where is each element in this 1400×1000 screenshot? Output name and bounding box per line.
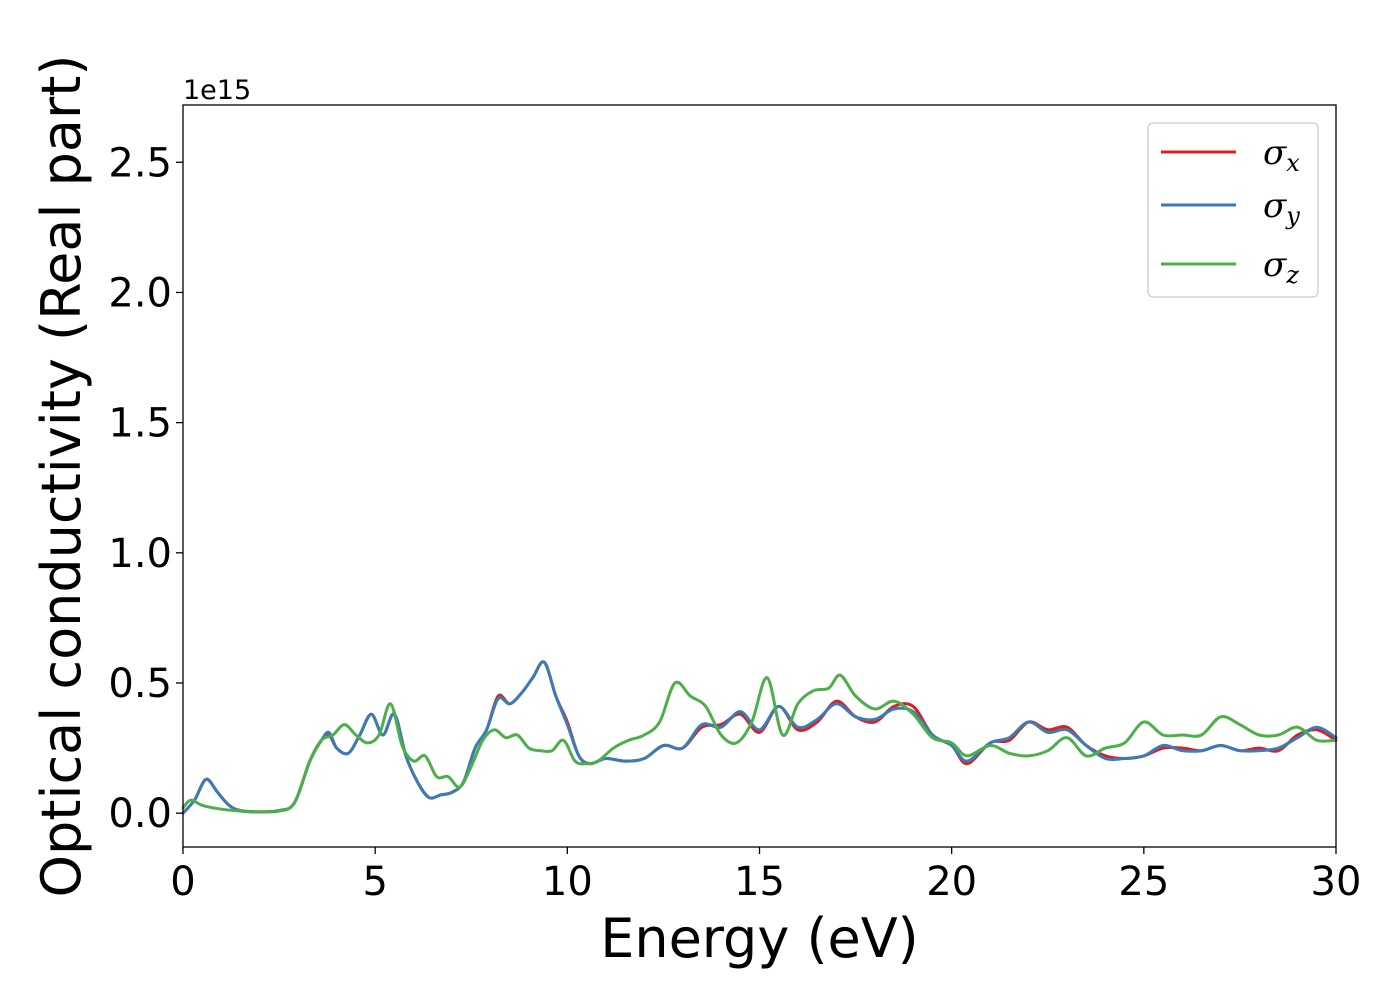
y-axis-ticks: 0.0 0.5 1.0 1.5 2.0 2.5 xyxy=(108,140,183,837)
y-tick-label: 1.0 xyxy=(108,531,172,577)
x-axis-ticks: 0 5 10 15 20 25 30 xyxy=(170,847,1361,905)
y-tick-label: 2.0 xyxy=(108,270,172,316)
x-tick-label: 0 xyxy=(170,859,195,905)
y-offset-label: 1e15 xyxy=(183,75,251,106)
x-tick-label: 5 xyxy=(362,859,387,905)
x-axis-title: Energy (eV) xyxy=(600,907,919,970)
y-tick-label: 0.5 xyxy=(108,661,172,707)
series-lines xyxy=(181,660,1338,815)
x-tick-label: 15 xyxy=(734,859,785,905)
x-tick-label: 25 xyxy=(1118,859,1169,905)
y-tick-label: 1.5 xyxy=(108,401,172,447)
x-tick-label: 10 xyxy=(542,859,593,905)
y-tick-label: 2.5 xyxy=(108,140,172,186)
legend-box xyxy=(1147,122,1319,298)
x-tick-label: 30 xyxy=(1311,859,1362,905)
series-line-sigma-z xyxy=(181,673,1338,814)
y-axis-title: Optical conductivity (Real part) xyxy=(30,55,93,898)
series-line-sigma-y xyxy=(181,660,1338,815)
y-tick-label: 0.0 xyxy=(108,791,172,837)
x-tick-label: 20 xyxy=(926,859,977,905)
